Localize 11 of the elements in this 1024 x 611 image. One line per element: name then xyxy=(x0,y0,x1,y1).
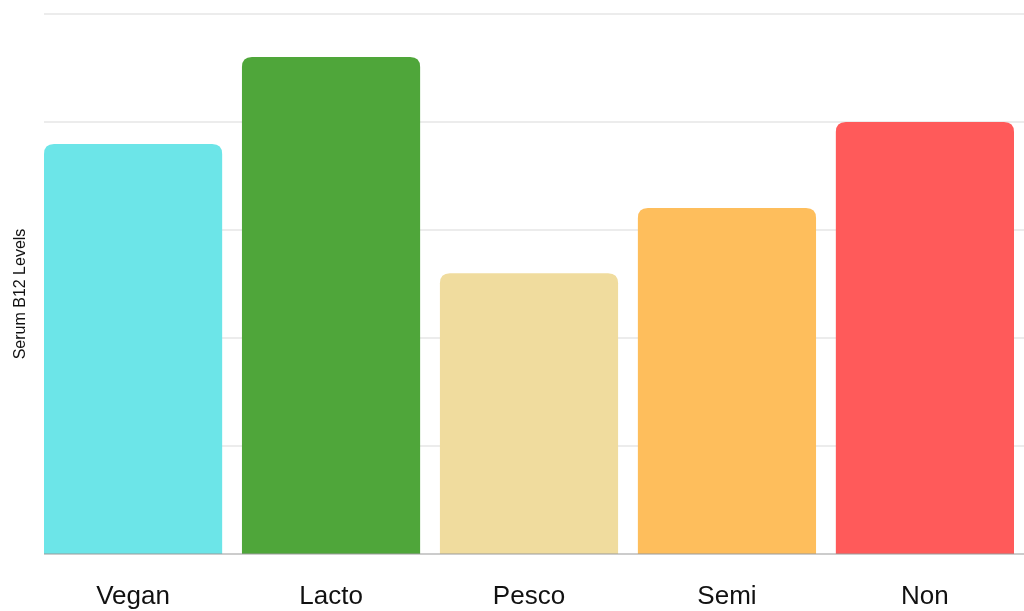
bar xyxy=(44,143,223,554)
x-tick-label: Semi xyxy=(697,580,757,610)
bar xyxy=(835,122,1014,554)
bar xyxy=(637,208,817,554)
x-tick-label: Non xyxy=(901,580,949,610)
bar xyxy=(241,57,421,554)
x-tick-label: Lacto xyxy=(299,580,363,610)
bar xyxy=(439,273,619,554)
x-tick-label: Vegan xyxy=(96,580,170,610)
y-axis-title: Serum B12 Levels xyxy=(11,228,28,360)
x-tick-label: Pesco xyxy=(492,580,566,610)
